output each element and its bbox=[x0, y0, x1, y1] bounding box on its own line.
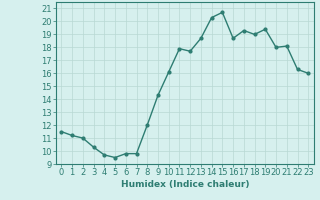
X-axis label: Humidex (Indice chaleur): Humidex (Indice chaleur) bbox=[121, 180, 249, 189]
